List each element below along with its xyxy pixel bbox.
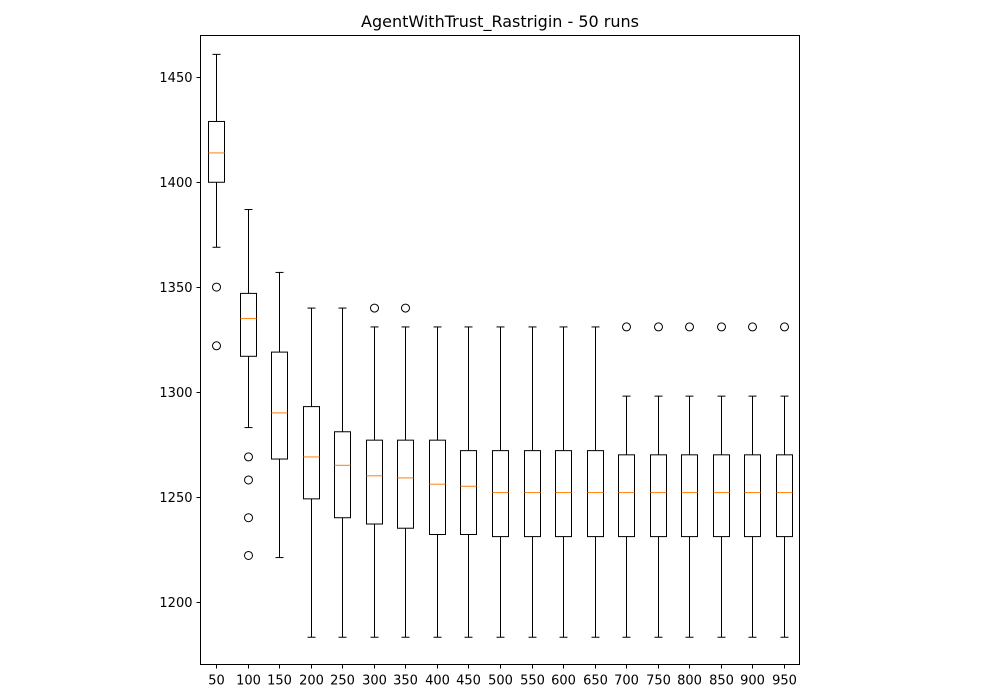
box xyxy=(587,450,604,538)
flier-point xyxy=(401,303,410,313)
box-group-650 xyxy=(587,326,604,638)
flier-point xyxy=(780,322,789,332)
box-group-200 xyxy=(303,307,320,638)
flier-point xyxy=(685,322,694,332)
x-tick-label: 850 xyxy=(709,674,734,689)
flier-point xyxy=(244,550,253,560)
box xyxy=(492,450,509,538)
box xyxy=(776,454,793,538)
box xyxy=(208,120,225,183)
box xyxy=(744,454,761,538)
flier-point xyxy=(212,341,221,351)
x-tick-label: 500 xyxy=(488,674,513,689)
y-tick-label: 1200 xyxy=(159,596,192,611)
box-group-600 xyxy=(555,326,572,638)
x-tick-label: 100 xyxy=(236,674,261,689)
x-tick-label: 300 xyxy=(362,674,387,689)
x-tick-label: 600 xyxy=(551,674,576,689)
box-group-950 xyxy=(776,322,793,638)
box xyxy=(681,454,698,538)
x-tick-label: 950 xyxy=(772,674,797,689)
flier-point xyxy=(748,322,757,332)
x-tick-label: 700 xyxy=(614,674,639,689)
flier-point xyxy=(244,513,253,523)
box-group-550 xyxy=(524,326,541,638)
x-tick-label: 550 xyxy=(520,674,545,689)
box-group-850 xyxy=(713,322,730,638)
flier-point xyxy=(244,452,253,462)
box xyxy=(303,406,320,500)
x-tick-label: 750 xyxy=(646,674,671,689)
x-tick-label: 150 xyxy=(267,674,292,689)
flier-point xyxy=(212,282,221,292)
box-group-800 xyxy=(681,322,698,638)
box-group-50 xyxy=(208,53,225,351)
y-tick-label: 1300 xyxy=(159,386,192,401)
y-tick-label: 1350 xyxy=(159,281,192,296)
box-group-300 xyxy=(366,303,383,638)
box-group-250 xyxy=(334,307,351,638)
box xyxy=(618,454,635,538)
box-group-450 xyxy=(460,326,477,638)
box-group-350 xyxy=(397,303,414,638)
plot-area: 1200 1250 1300 1350 1400 1450 50 100 150 200 250 30… xyxy=(159,53,797,689)
box xyxy=(650,454,667,538)
box xyxy=(524,450,541,538)
x-tick-label: 400 xyxy=(425,674,450,689)
box-group-900 xyxy=(744,322,761,638)
box-group-500 xyxy=(492,326,509,638)
box-group-700 xyxy=(618,322,635,638)
x-tick-label: 800 xyxy=(677,674,702,689)
box xyxy=(271,351,288,460)
box-group-150 xyxy=(271,271,288,559)
x-tick-label: 50 xyxy=(208,674,225,689)
box xyxy=(460,450,477,536)
x-tick-label: 650 xyxy=(583,674,608,689)
x-tick-label: 200 xyxy=(299,674,324,689)
box-group-100 xyxy=(240,209,257,560)
flier-point xyxy=(622,322,631,332)
box xyxy=(397,439,414,529)
box xyxy=(555,450,572,538)
flier-point xyxy=(717,322,726,332)
box-group-750 xyxy=(650,322,667,638)
flier-point xyxy=(654,322,663,332)
box xyxy=(334,431,351,519)
box xyxy=(429,439,446,536)
flier-point xyxy=(244,475,253,485)
box xyxy=(713,454,730,538)
y-tick-label: 1250 xyxy=(159,491,192,506)
x-tick-label: 900 xyxy=(740,674,765,689)
x-tick-label: 250 xyxy=(330,674,355,689)
chart-title: AgentWithTrust_Rastrigin - 50 runs xyxy=(361,12,639,32)
box xyxy=(240,292,257,357)
y-tick-label: 1400 xyxy=(159,176,192,191)
x-tick-label: 350 xyxy=(393,674,418,689)
x-tick-label: 450 xyxy=(456,674,481,689)
box xyxy=(366,439,383,525)
box-group-400 xyxy=(429,326,446,638)
y-tick-label: 1450 xyxy=(159,71,192,86)
flier-point xyxy=(370,303,379,313)
plot-frame xyxy=(200,35,800,665)
